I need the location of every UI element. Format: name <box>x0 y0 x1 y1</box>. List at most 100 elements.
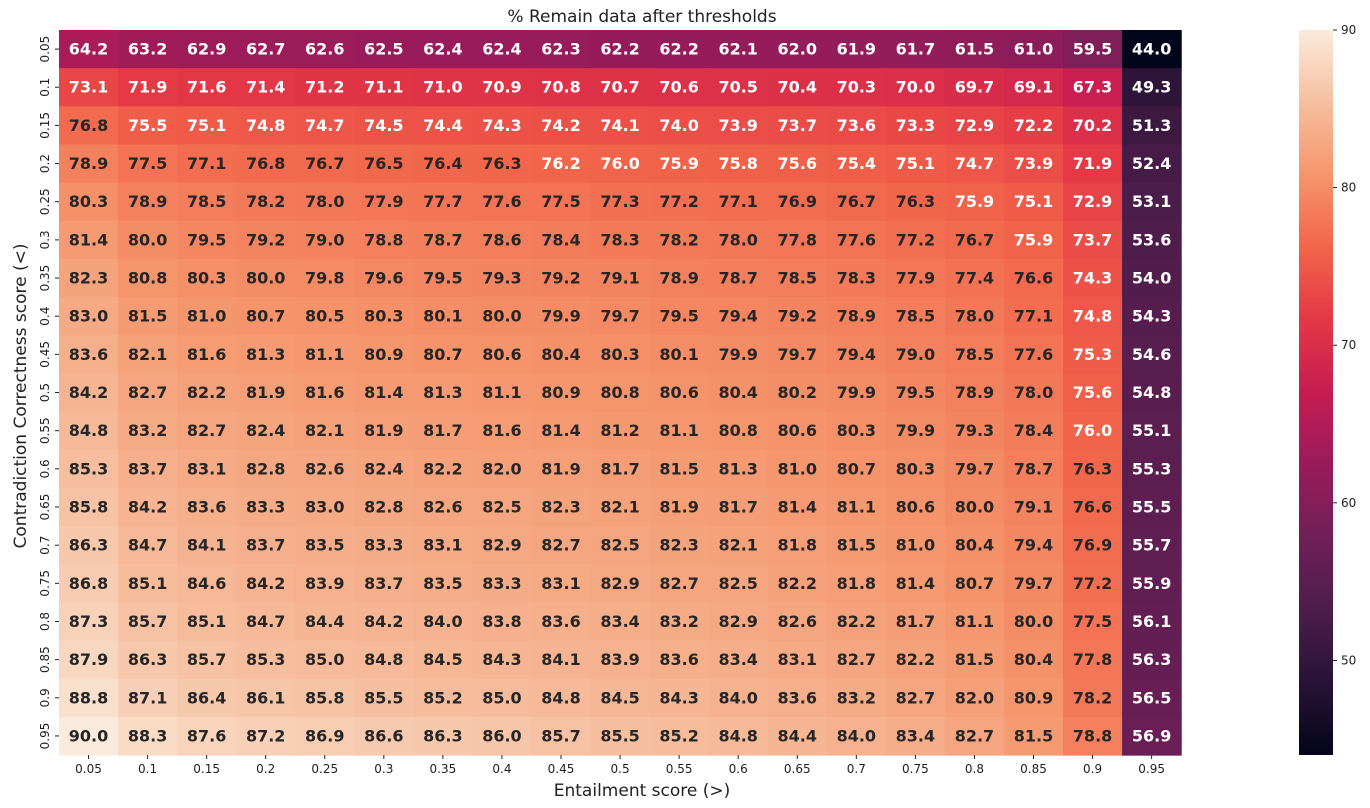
heatmap-cell <box>885 68 946 107</box>
cell-value-label: 83.2 <box>128 421 167 440</box>
cell-value-label: 82.2 <box>896 650 935 669</box>
heatmap-cell <box>472 411 533 451</box>
cell-value-label: 77.2 <box>896 230 935 249</box>
cell-value-label: 77.7 <box>423 192 462 211</box>
cell-value-label: 78.4 <box>1014 421 1053 440</box>
cell-value-label: 82.8 <box>364 498 403 517</box>
heatmap-cell <box>413 564 474 603</box>
cell-value-label: 87.9 <box>69 650 108 669</box>
y-tick-label: 0.35 <box>38 265 52 292</box>
heatmap-cell <box>826 220 887 260</box>
heatmap-cell <box>1003 182 1064 222</box>
cell-value-label: 56.3 <box>1132 650 1171 669</box>
heatmap-cell <box>472 678 533 718</box>
heatmap-cell <box>767 487 828 527</box>
cell-value-label: 77.9 <box>896 269 935 288</box>
heatmap-cell <box>826 678 887 718</box>
cell-value-label: 85.3 <box>69 459 108 478</box>
heatmap-cell <box>177 297 237 336</box>
y-tick-label: 0.15 <box>38 112 52 139</box>
heatmap-cell <box>472 335 533 375</box>
cell-value-label: 73.7 <box>778 116 817 135</box>
colorbar-tick-label: 90 <box>1341 23 1356 37</box>
heatmap-cell <box>826 602 887 642</box>
cell-value-label: 79.2 <box>778 307 817 326</box>
heatmap-cell <box>413 106 474 146</box>
cell-value-label: 80.8 <box>718 421 757 440</box>
cell-value-label: 84.7 <box>128 536 167 555</box>
cell-value-label: 80.7 <box>423 345 462 364</box>
cell-value-label: 81.3 <box>718 459 757 478</box>
heatmap-cell <box>649 297 710 336</box>
cell-value-label: 74.8 <box>1073 307 1112 326</box>
heatmap-cell <box>472 68 533 107</box>
cell-value-label: 83.7 <box>128 459 167 478</box>
cell-value-label: 78.2 <box>246 192 285 211</box>
cell-value-label: 80.2 <box>778 383 817 402</box>
heatmap-cell <box>1122 449 1182 489</box>
heatmap-cell <box>118 716 178 756</box>
cell-value-label: 82.7 <box>837 650 876 669</box>
heatmap-cell <box>59 716 119 756</box>
heatmap-cell <box>649 335 710 375</box>
heatmap-cell <box>944 30 1005 69</box>
heatmap-cell <box>1122 373 1182 413</box>
cell-value-label: 78.2 <box>1073 688 1112 707</box>
heatmap-cell <box>531 678 592 718</box>
heatmap-cell <box>59 258 119 298</box>
x-axis-label: Entailment score (>) <box>554 781 731 801</box>
cell-value-label: 81.4 <box>364 383 403 402</box>
heatmap-cell <box>1003 335 1064 375</box>
cell-value-label: 80.3 <box>364 307 403 326</box>
cell-value-label: 79.9 <box>896 421 935 440</box>
heatmap-cell <box>1063 68 1123 107</box>
cell-value-label: 84.0 <box>423 612 462 631</box>
heatmap-cell <box>59 182 119 222</box>
heatmap-cell <box>531 106 592 146</box>
heatmap-cell <box>177 602 237 642</box>
cell-value-label: 87.2 <box>246 726 285 745</box>
cell-value-label: 76.7 <box>305 154 344 173</box>
cell-value-label: 82.1 <box>600 498 639 517</box>
heatmap-cell <box>1063 182 1123 222</box>
heatmap-cell <box>59 373 119 413</box>
cell-value-label: 62.6 <box>305 40 344 59</box>
heatmap-cell <box>118 564 178 603</box>
cell-value-label: 85.8 <box>69 498 108 517</box>
cell-value-label: 70.2 <box>1073 116 1112 135</box>
cell-value-label: 84.1 <box>187 536 226 555</box>
cell-value-label: 86.4 <box>187 688 226 707</box>
heatmap-cell <box>767 258 828 298</box>
heatmap-cell <box>826 258 887 298</box>
cell-value-label: 75.9 <box>955 192 994 211</box>
cell-value-label: 75.4 <box>837 154 876 173</box>
heatmap-cell <box>118 144 178 184</box>
heatmap-cell <box>885 373 946 413</box>
cell-value-label: 74.5 <box>364 116 403 135</box>
heatmap-cell <box>944 411 1005 451</box>
cell-value-label: 56.1 <box>1132 612 1171 631</box>
heatmap-cell <box>354 526 414 565</box>
heatmap-cell <box>885 449 946 489</box>
cell-value-label: 78.4 <box>541 230 580 249</box>
cell-value-label: 84.7 <box>246 612 285 631</box>
heatmap-cell <box>1063 30 1123 69</box>
heatmap-cell <box>236 68 296 107</box>
cell-value-label: 78.9 <box>69 154 108 173</box>
cell-value-label: 77.6 <box>837 230 876 249</box>
heatmap-cell <box>413 449 474 489</box>
cell-value-label: 55.1 <box>1132 421 1171 440</box>
cell-value-label: 81.0 <box>778 459 817 478</box>
cell-value-label: 80.0 <box>955 498 994 517</box>
x-tick-label: 0.55 <box>666 762 693 776</box>
cell-value-label: 52.4 <box>1132 154 1171 173</box>
cell-value-label: 76.3 <box>896 192 935 211</box>
heatmap-cell <box>1003 602 1064 642</box>
x-tick-label: 0.95 <box>1138 762 1165 776</box>
heatmap-cell <box>59 68 119 107</box>
cell-value-label: 78.5 <box>778 269 817 288</box>
cell-value-label: 83.6 <box>659 650 698 669</box>
y-tick-label: 0.1 <box>38 78 52 97</box>
cell-value-label: 55.5 <box>1132 498 1171 517</box>
y-tick-label: 0.85 <box>38 646 52 673</box>
